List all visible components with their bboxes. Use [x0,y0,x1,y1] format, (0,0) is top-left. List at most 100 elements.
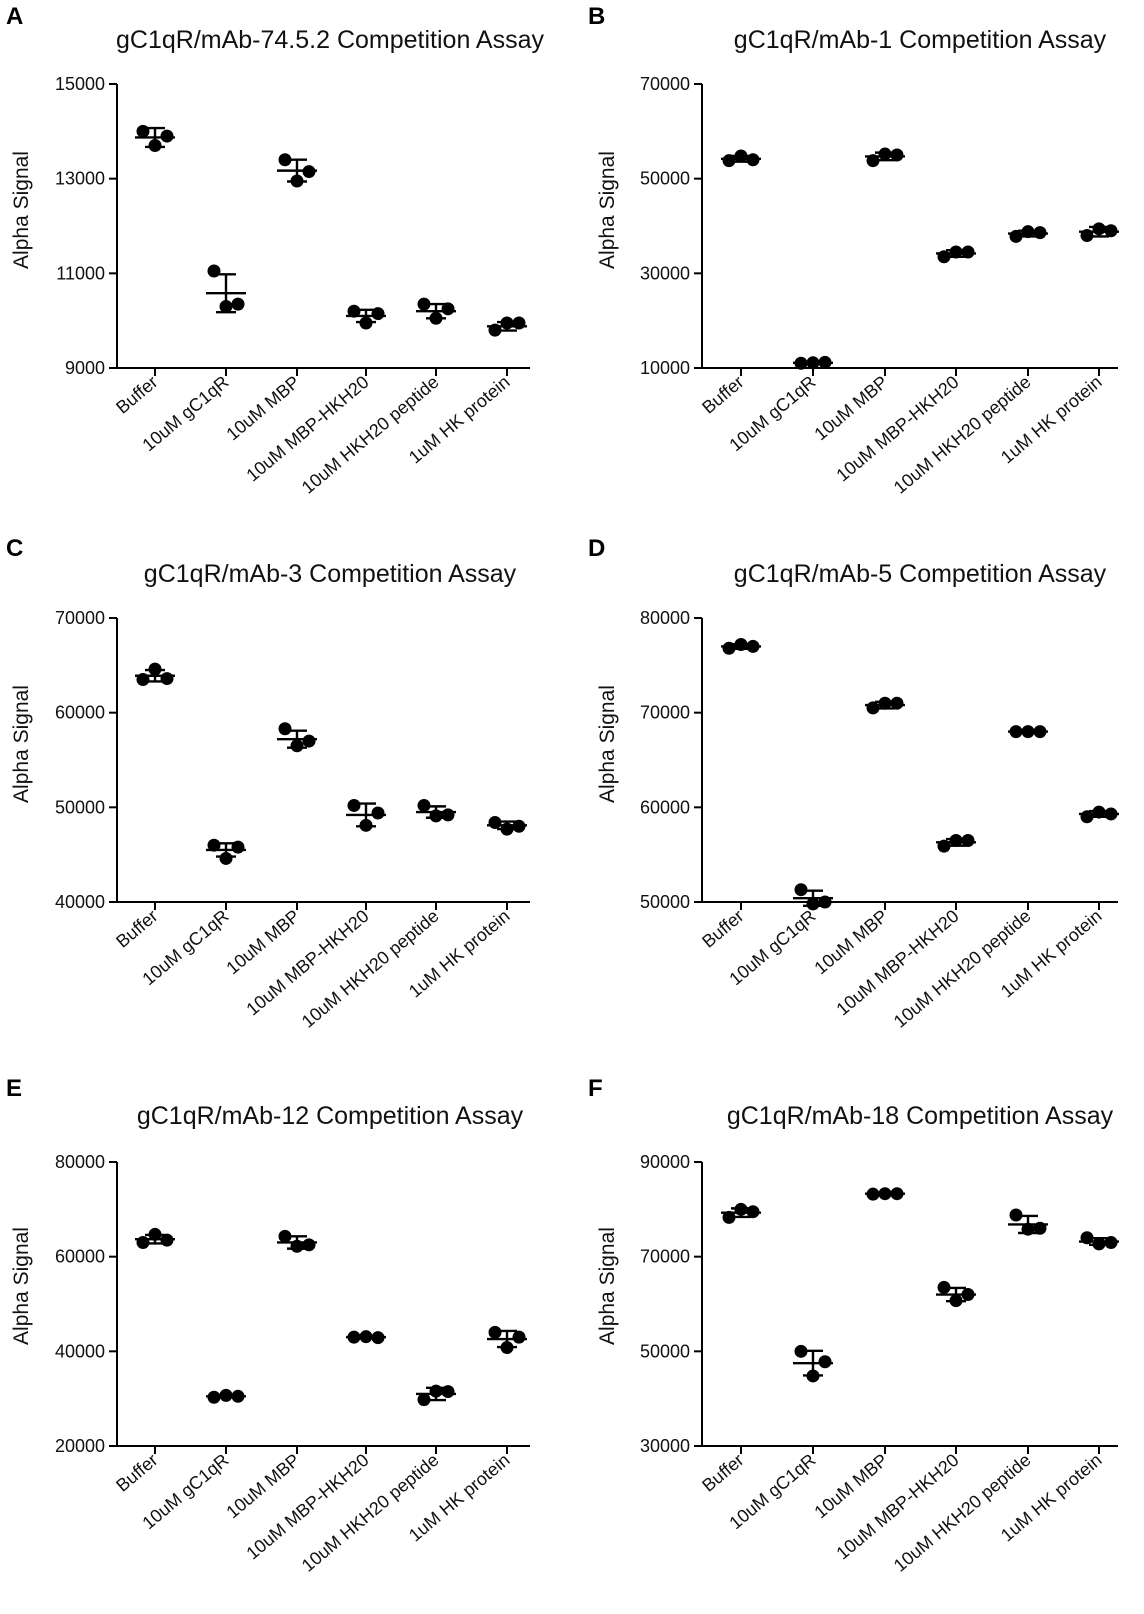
data-point [806,356,820,370]
data-point [1080,228,1094,242]
data-point [1080,1231,1094,1245]
data-point [746,639,760,653]
data-point [219,851,233,865]
x-tick-label: Buffer [698,372,747,418]
data-point [302,165,316,179]
y-tick-label: 50000 [55,797,105,817]
panel-letter: B [588,3,605,30]
data-point [347,798,361,812]
data-point [866,1187,880,1201]
data-point [818,355,832,369]
y-tick-label: 13000 [55,169,105,189]
data-point [231,840,245,854]
data-point [961,245,975,259]
data-point [806,897,820,911]
data-point [278,722,292,736]
x-tick-label: Buffer [698,906,747,952]
chart-title: gC1qR/mAb-12 Competition Assay [137,1102,524,1130]
data-point [1080,810,1094,824]
x-tick-label: 10uM HKH20 peptide [890,1450,1035,1576]
data-point [302,734,316,748]
x-tick-label: 10uM MBP-HKH20 [832,1450,962,1564]
y-tick-label: 40000 [55,1341,105,1361]
x-tick-label: Buffer [112,372,161,418]
chart-title: gC1qR/mAb-1 Competition Assay [734,26,1107,54]
y-tick-label: 50000 [640,169,690,189]
data-point [278,1229,292,1243]
data-point [231,297,245,311]
y-tick-label: 40000 [55,892,105,912]
data-point [347,304,361,318]
data-point [722,154,736,168]
x-tick-label: 10uM MBP-HKH20 [242,372,372,486]
data-point [734,149,748,163]
y-tick-label: 11000 [56,263,105,283]
data-point [1092,805,1106,819]
x-tick-label: 10uM MBP-HKH20 [242,906,372,1020]
panel-letter: E [6,1075,22,1102]
data-point [488,815,502,829]
data-point [136,1235,150,1249]
data-point [1092,222,1106,236]
y-tick-label: 70000 [640,74,690,94]
x-tick-label: Buffer [112,906,161,952]
data-point [866,701,880,715]
data-point [878,147,892,161]
data-point [290,174,304,188]
data-point [878,1187,892,1201]
y-axis-label: Alpha Signal [10,685,33,803]
y-tick-label: 10000 [640,358,690,378]
chart-title: gC1qR/mAb-3 Competition Assay [144,560,517,588]
y-tick-label: 70000 [55,608,105,628]
data-point [1104,224,1118,238]
data-point [1009,1208,1023,1222]
data-point [231,1389,245,1403]
data-point [278,153,292,167]
data-point [734,1202,748,1216]
data-point [500,316,514,330]
data-point [136,673,150,687]
data-point [512,1330,526,1344]
data-point [290,739,304,753]
data-point [371,1331,385,1345]
data-point [160,672,174,686]
data-point [937,1280,951,1294]
data-point [794,356,808,370]
y-tick-label: 30000 [640,263,690,283]
x-tick-label: 10uM HKH20 peptide [890,372,1035,498]
y-tick-label: 70000 [640,1247,690,1267]
data-point [512,316,526,330]
data-point [290,1239,304,1253]
data-point [441,808,455,822]
data-point [806,1369,820,1383]
y-tick-label: 15000 [55,74,105,94]
data-point [890,696,904,710]
data-point [746,1205,760,1219]
data-point [429,809,443,823]
data-point [1092,1237,1106,1251]
y-tick-label: 60000 [640,797,690,817]
data-point [1021,225,1035,239]
data-point [207,264,221,278]
data-point [488,1325,502,1339]
x-tick-label: 10uM MBP-HKH20 [832,906,962,1020]
data-point [1033,226,1047,240]
data-point [1021,1222,1035,1236]
data-point [949,1294,963,1308]
panel-letter: F [588,1075,603,1102]
data-point [359,316,373,330]
data-point [961,1288,975,1302]
data-point [160,1233,174,1247]
chart-title: gC1qR/mAb-18 Competition Assay [727,1102,1114,1130]
data-point [961,833,975,847]
data-point [949,833,963,847]
data-point [878,696,892,710]
data-point [219,1388,233,1402]
